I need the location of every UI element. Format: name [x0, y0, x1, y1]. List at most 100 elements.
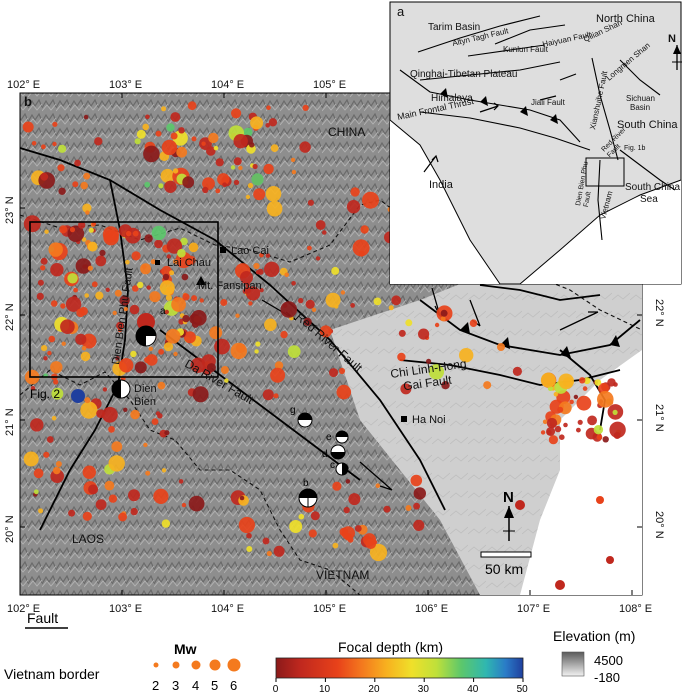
- red-river-fault: [19, 147, 446, 511]
- earthquake-epicenter: [310, 511, 320, 521]
- earthquake-epicenter: [166, 254, 171, 259]
- earthquake-epicenter: [291, 169, 297, 175]
- legend-elev-title: Elevation (m): [553, 628, 635, 644]
- earthquake-epicenter: [369, 543, 388, 562]
- fault-east-arc: [559, 349, 606, 431]
- earthquake-epicenter: [245, 282, 250, 288]
- earthquake-epicenter: [360, 225, 369, 234]
- earthquake-epicenter: [542, 419, 548, 425]
- earthquake-epicenter: [95, 255, 107, 267]
- inset-kunlun: Kunlun Fault: [503, 45, 549, 54]
- earthquake-epicenter: [602, 436, 609, 443]
- beachball-c: [335, 462, 349, 476]
- earthquake-epicenter: [248, 301, 253, 306]
- panel-a-label: a: [397, 4, 405, 19]
- earthquake-epicenter: [329, 368, 338, 378]
- beachball-d: [330, 444, 346, 460]
- earthquake-epicenter: [338, 367, 346, 375]
- earthquake-epicenter: [428, 364, 445, 380]
- earthquake-epicenter: [60, 303, 66, 309]
- lat-tick-left: 20° N: [4, 515, 16, 543]
- earthquake-epicenter: [40, 257, 48, 265]
- earthquake-epicenter: [50, 263, 64, 277]
- inset-sea: [390, 120, 681, 284]
- earthquake-epicenter: [165, 294, 172, 301]
- label-china: CHINA: [328, 125, 365, 139]
- earthquake-epicenter: [247, 182, 254, 189]
- earthquake-epicenter: [250, 116, 264, 130]
- earthquake-epicenter: [413, 487, 426, 500]
- earthquake-epicenter: [40, 172, 49, 181]
- earthquake-epicenter: [116, 321, 124, 330]
- inset-map[interactable]: a Tarim Basin North China Qinghai-Tibeta…: [389, 1, 682, 285]
- earthquake-epicenter: [289, 520, 303, 533]
- earthquake-epicenter: [418, 328, 430, 340]
- lat-tick-left: 23° N: [4, 196, 16, 224]
- earthquake-layer: [22, 101, 626, 590]
- lon-tick-top: 102° E: [7, 79, 40, 91]
- earthquake-epicenter: [563, 422, 568, 428]
- earthquake-epicenter: [268, 118, 278, 127]
- earthquake-epicenter: [249, 142, 255, 148]
- earthquake-epicenter: [180, 237, 188, 246]
- lon-tick-bottom: 107° E: [517, 603, 550, 615]
- fig2-label: Fig. 2: [30, 387, 60, 401]
- earthquake-epicenter: [130, 350, 137, 358]
- earthquake-epicenter: [59, 225, 68, 234]
- earthquake-epicenter: [170, 132, 178, 140]
- earthquake-epicenter: [191, 136, 197, 142]
- lon-tick-bottom: 104° E: [211, 603, 244, 615]
- fig2-box[interactable]: [29, 221, 219, 378]
- earthquake-epicenter: [132, 230, 139, 237]
- inset-fig1b-box[interactable]: [585, 157, 625, 187]
- earthquake-epicenter: [265, 123, 271, 128]
- earthquake-epicenter: [87, 265, 93, 271]
- earthquake-epicenter: [348, 493, 361, 506]
- earthquake-epicenter: [50, 300, 58, 307]
- lon-tick-top: 104° E: [211, 79, 244, 91]
- earthquake-epicenter: [112, 310, 117, 316]
- earthquake-epicenter: [483, 381, 492, 390]
- earthquake-epicenter: [350, 187, 360, 197]
- earthquake-epicenter: [231, 108, 242, 119]
- earthquake-epicenter: [233, 157, 242, 166]
- earthquake-epicenter: [497, 343, 505, 351]
- earthquake-epicenter: [375, 483, 381, 489]
- earthquake-epicenter: [148, 346, 153, 351]
- focal-label-e: e: [326, 432, 332, 443]
- earthquake-epicenter: [158, 183, 164, 189]
- earthquake-epicenter: [84, 293, 89, 298]
- earthquake-epicenter: [583, 377, 591, 385]
- earthquake-epicenter: [146, 354, 158, 366]
- earthquake-epicenter: [354, 525, 362, 532]
- legend-fault: Fault: [27, 610, 58, 626]
- earthquake-epicenter: [305, 299, 315, 309]
- earthquake-epicenter: [215, 188, 221, 194]
- earthquake-epicenter: [263, 163, 274, 175]
- lat-tick-left: 22° N: [4, 303, 16, 331]
- depth-tick-label: 0: [273, 684, 279, 694]
- earthquake-epicenter: [161, 265, 173, 277]
- earthquake-epicenter: [170, 112, 181, 122]
- earthquake-epicenter: [160, 168, 175, 183]
- earthquake-epicenter: [233, 134, 248, 149]
- earthquake-epicenter: [391, 295, 402, 306]
- earthquake-epicenter: [546, 427, 556, 436]
- depth-tick-label: 30: [418, 684, 430, 694]
- fansipan-marker: [196, 276, 206, 285]
- earthquake-epicenter: [83, 114, 89, 120]
- earthquake-epicenter: [52, 466, 61, 475]
- lat-tick-right: 20° N: [653, 511, 665, 539]
- beachball-e: [335, 430, 349, 444]
- ha-noi-marker: [401, 416, 407, 422]
- earthquake-epicenter: [352, 239, 370, 257]
- earthquake-epicenter: [177, 248, 186, 258]
- focal-label-a: a: [160, 306, 166, 317]
- label-vietnam: VIETNAM: [316, 568, 369, 582]
- earthquake-epicenter: [233, 179, 240, 186]
- earthquake-epicenter: [217, 173, 230, 186]
- earthquake-epicenter: [459, 348, 474, 363]
- earthquake-epicenter: [82, 511, 92, 521]
- earthquake-epicenter: [405, 505, 412, 511]
- earthquake-epicenter: [50, 361, 63, 374]
